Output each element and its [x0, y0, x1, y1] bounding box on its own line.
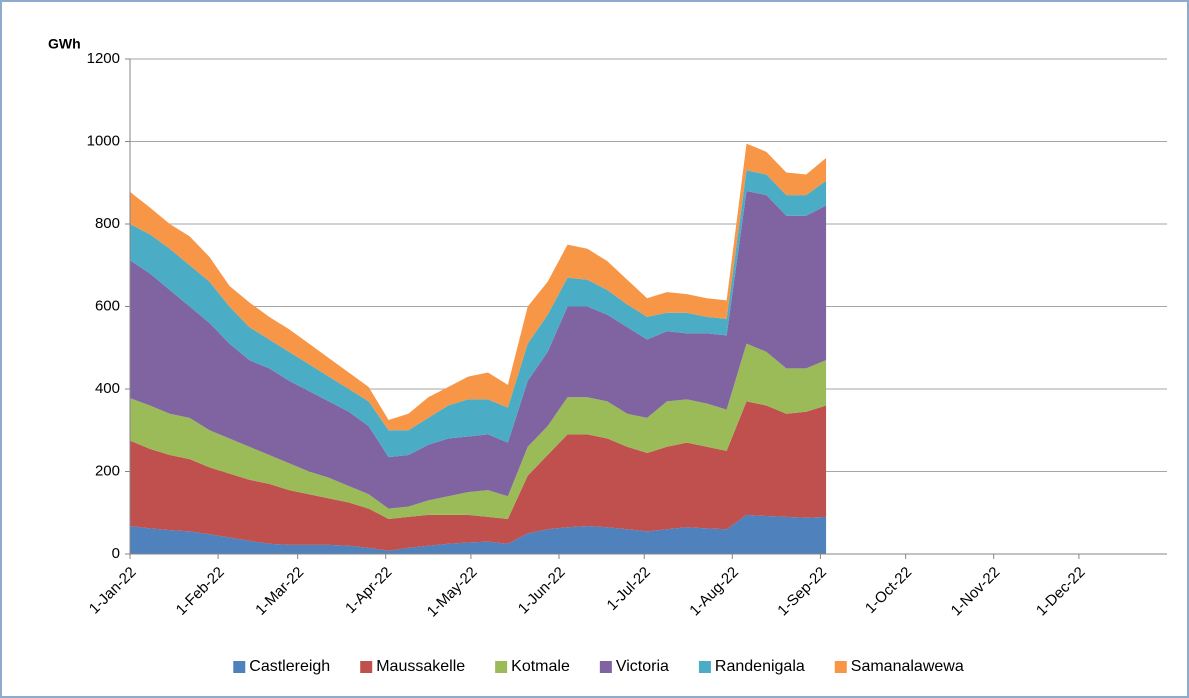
y-tick-label: 400 — [95, 380, 120, 397]
area — [130, 191, 827, 509]
legend-swatch — [698, 661, 711, 673]
area — [130, 401, 827, 551]
legend-label: Randenigala — [715, 658, 805, 675]
y-tick-label: 1200 — [87, 50, 120, 67]
legend-label: Samanalawewa — [851, 658, 964, 675]
y-tick-label: 0 — [112, 545, 120, 562]
y-tick-label: 800 — [95, 215, 120, 232]
y-tick-label: 600 — [95, 297, 120, 314]
legend-swatch — [834, 661, 847, 673]
legend-swatch — [360, 661, 373, 673]
legend-swatch — [599, 661, 612, 673]
legend-label: Kotmale — [511, 658, 570, 675]
legend-label: Castlereigh — [249, 658, 330, 675]
y-axis-label: GWh — [48, 36, 81, 52]
area — [130, 514, 827, 554]
legend: Castlereigh Maussakelle Kotmale Victoria Ran… — [233, 658, 964, 675]
legend-label: Victoria — [616, 658, 669, 675]
legend-swatch — [495, 661, 508, 673]
legend-label: Maussakelle — [376, 658, 465, 675]
y-tick-label: 1000 — [87, 132, 120, 149]
area — [130, 343, 827, 519]
area — [130, 170, 827, 458]
area — [130, 143, 827, 431]
legend-swatch — [233, 661, 246, 673]
y-tick-label: 200 — [95, 462, 120, 479]
